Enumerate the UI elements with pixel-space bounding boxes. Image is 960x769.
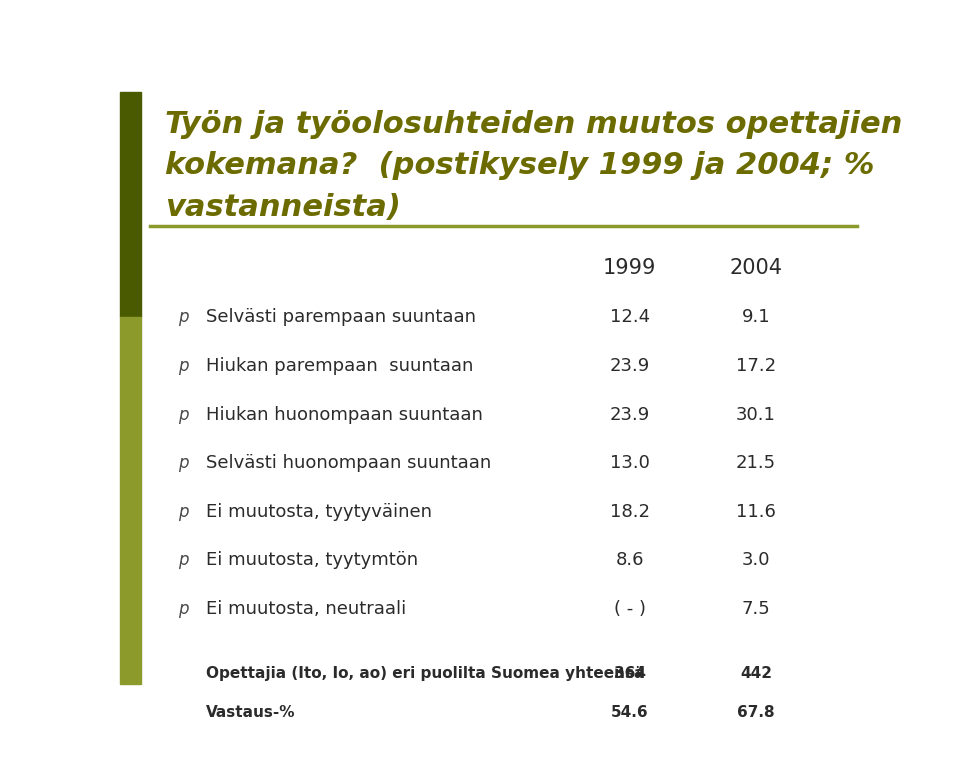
Text: 23.9: 23.9 bbox=[610, 405, 650, 424]
Text: 9.1: 9.1 bbox=[742, 308, 771, 326]
Bar bbox=[120, 318, 141, 684]
Text: 12.4: 12.4 bbox=[610, 308, 650, 326]
Text: Ei muutosta, neutraali: Ei muutosta, neutraali bbox=[205, 600, 406, 618]
Text: 364: 364 bbox=[613, 666, 646, 681]
Text: 18.2: 18.2 bbox=[610, 503, 650, 521]
Text: Ei muutosta, tyytyväinen: Ei muutosta, tyytyväinen bbox=[205, 503, 432, 521]
Text: Hiukan huonompaan suuntaan: Hiukan huonompaan suuntaan bbox=[205, 405, 483, 424]
Text: p: p bbox=[178, 308, 188, 326]
Text: Selvästi parempaan suuntaan: Selvästi parempaan suuntaan bbox=[205, 308, 475, 326]
Text: 17.2: 17.2 bbox=[736, 357, 777, 375]
Text: p: p bbox=[178, 405, 188, 424]
Text: 21.5: 21.5 bbox=[736, 454, 777, 472]
Text: 442: 442 bbox=[740, 666, 772, 681]
Text: p: p bbox=[178, 503, 188, 521]
Text: 13.0: 13.0 bbox=[610, 454, 650, 472]
Text: Opettajia (Ito, Io, ao) eri puolilta Suomea yhteensä: Opettajia (Ito, Io, ao) eri puolilta Suo… bbox=[205, 666, 644, 681]
Text: p: p bbox=[178, 551, 188, 569]
Text: 30.1: 30.1 bbox=[736, 405, 776, 424]
Bar bbox=[120, 92, 141, 318]
Text: 7.5: 7.5 bbox=[742, 600, 771, 618]
Text: 67.8: 67.8 bbox=[737, 704, 775, 720]
Text: 3.0: 3.0 bbox=[742, 551, 770, 569]
Text: vastanneista): vastanneista) bbox=[165, 193, 400, 222]
Text: Vastaus-%: Vastaus-% bbox=[205, 704, 295, 720]
Text: Ei muutosta, tyytymtön: Ei muutosta, tyytymtön bbox=[205, 551, 418, 569]
Text: p: p bbox=[178, 357, 188, 375]
Text: Selvästi huonompaan suuntaan: Selvästi huonompaan suuntaan bbox=[205, 454, 491, 472]
Text: p: p bbox=[178, 454, 188, 472]
Text: 8.6: 8.6 bbox=[615, 551, 644, 569]
Text: 54.6: 54.6 bbox=[611, 704, 648, 720]
Text: Hiukan parempaan  suuntaan: Hiukan parempaan suuntaan bbox=[205, 357, 473, 375]
Text: ( - ): ( - ) bbox=[613, 600, 646, 618]
Text: p: p bbox=[178, 600, 188, 618]
Text: kokemana?  (postikysely 1999 ja 2004; %: kokemana? (postikysely 1999 ja 2004; % bbox=[165, 151, 874, 181]
Text: 1999: 1999 bbox=[603, 258, 657, 278]
Text: 2004: 2004 bbox=[730, 258, 782, 278]
Text: 11.6: 11.6 bbox=[736, 503, 776, 521]
Text: Työn ja työolosuhteiden muutos opettajien: Työn ja työolosuhteiden muutos opettajie… bbox=[165, 110, 902, 139]
Text: 23.9: 23.9 bbox=[610, 357, 650, 375]
